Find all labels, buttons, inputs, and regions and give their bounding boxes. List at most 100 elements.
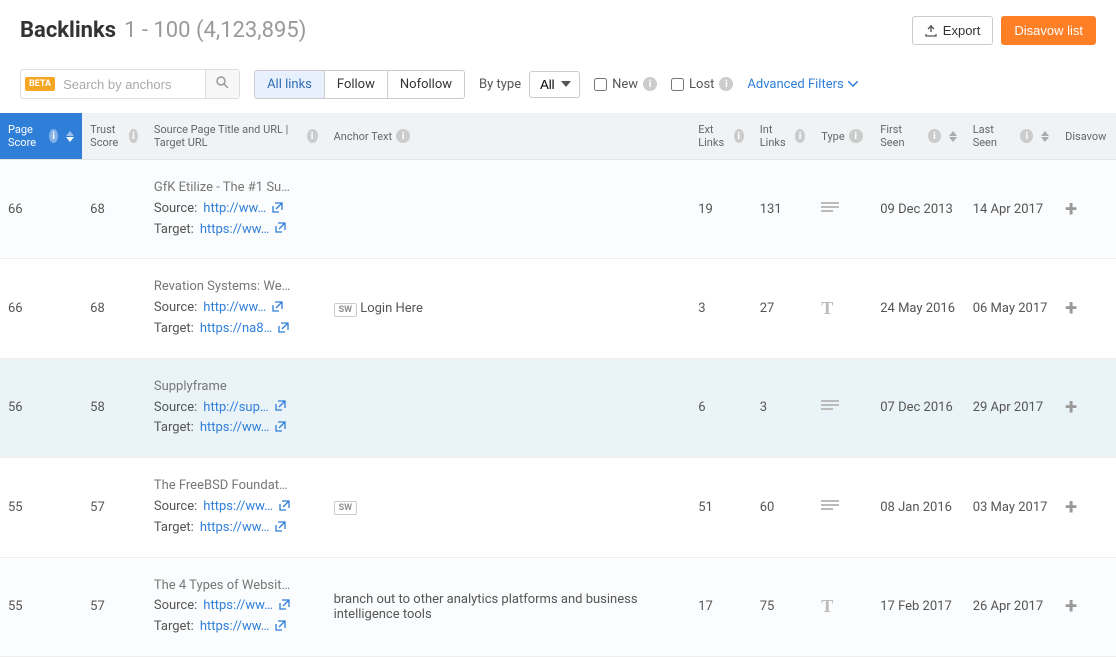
col-type[interactable]: Typei — [813, 113, 872, 160]
type-lines-icon — [821, 199, 839, 220]
new-checkbox-wrap[interactable]: New i — [594, 77, 657, 92]
target-prefix: Target: — [154, 518, 194, 539]
target-prefix: Target: — [154, 319, 194, 340]
target-prefix: Target: — [154, 617, 194, 638]
source-link[interactable]: https://ww… — [203, 497, 273, 518]
type-cell — [813, 160, 872, 259]
source-link[interactable]: https://ww… — [203, 596, 273, 617]
type-text-icon: T — [821, 596, 833, 616]
source-link[interactable]: http://ww… — [203, 199, 266, 220]
trust-score: 68 — [82, 259, 146, 358]
search-button[interactable] — [205, 70, 239, 98]
info-icon[interactable]: i — [129, 129, 138, 143]
external-link-icon[interactable] — [275, 220, 286, 239]
info-icon[interactable]: i — [719, 77, 733, 91]
info-icon[interactable]: i — [307, 129, 318, 143]
col-anchor[interactable]: Anchor Texti — [326, 113, 691, 160]
anchor-cell: SW Login Here — [326, 259, 691, 358]
first-seen: 09 Dec 2013 — [872, 160, 964, 259]
external-link-icon[interactable] — [272, 200, 283, 219]
source-prefix: Source: — [154, 497, 197, 518]
external-link-icon[interactable] — [272, 299, 283, 318]
chevron-down-icon — [848, 81, 858, 87]
backlinks-table: Page Scorei Trust Scorei Source Page Tit… — [0, 113, 1116, 657]
tab-follow[interactable]: Follow — [325, 71, 388, 98]
type-cell — [813, 358, 872, 457]
first-seen: 24 May 2016 — [872, 259, 964, 358]
tab-all-links[interactable]: All links — [255, 71, 325, 98]
external-link-icon[interactable] — [278, 320, 289, 339]
target-link[interactable]: https://ww… — [200, 418, 270, 439]
source-cell: The 4 Types of Websit…Source: https://ww… — [146, 557, 326, 656]
type-lines-icon — [821, 397, 839, 418]
new-label: New — [612, 77, 638, 92]
sw-badge: SW — [334, 501, 357, 515]
external-link-icon[interactable] — [275, 419, 286, 438]
source-cell: The FreeBSD Foundat…Source: https://ww… … — [146, 458, 326, 557]
external-link-icon[interactable] — [279, 597, 290, 616]
col-trust-score[interactable]: Trust Scorei — [82, 113, 146, 160]
col-page-score[interactable]: Page Scorei — [0, 113, 82, 160]
page-score: 66 — [0, 259, 82, 358]
disavow-add-button[interactable]: + — [1065, 594, 1077, 619]
info-icon[interactable]: i — [928, 129, 941, 143]
link-type-segment: All links Follow Nofollow — [254, 70, 465, 99]
page-score: 55 — [0, 458, 82, 557]
info-icon[interactable]: i — [795, 129, 806, 143]
last-seen: 26 Apr 2017 — [965, 557, 1057, 656]
info-icon[interactable]: i — [734, 129, 744, 143]
type-text-icon: T — [821, 298, 833, 318]
anchor-text: branch out to other analytics platforms … — [334, 592, 638, 622]
external-link-icon[interactable] — [279, 498, 290, 517]
sort-icon — [66, 131, 74, 142]
col-source[interactable]: Source Page Title and URL | Target URLi — [146, 113, 326, 160]
sort-icon — [1041, 131, 1049, 142]
target-link[interactable]: https://ww… — [200, 617, 270, 638]
disavow-add-button[interactable]: + — [1065, 296, 1077, 321]
target-prefix: Target: — [154, 220, 194, 241]
external-link-icon[interactable] — [275, 618, 286, 637]
external-link-icon[interactable] — [275, 519, 286, 538]
external-link-icon[interactable] — [275, 398, 286, 417]
anchor-cell — [326, 160, 691, 259]
source-prefix: Source: — [154, 298, 197, 319]
sw-badge: SW — [334, 303, 357, 317]
source-cell: Revation Systems: We…Source: http://ww… … — [146, 259, 326, 358]
target-link[interactable]: https://na8… — [200, 319, 272, 340]
search-wrapper: BETA — [20, 69, 240, 99]
info-icon[interactable]: i — [643, 77, 657, 91]
col-int-links[interactable]: Int Linksi — [752, 113, 814, 160]
target-link[interactable]: https://ww… — [200, 220, 270, 241]
export-button[interactable]: Export — [912, 16, 994, 45]
search-input[interactable] — [55, 71, 205, 98]
target-link[interactable]: https://ww… — [200, 518, 270, 539]
type-cell: T — [813, 259, 872, 358]
info-icon[interactable]: i — [1020, 129, 1033, 143]
col-ext-links[interactable]: Ext Linksi — [690, 113, 752, 160]
info-icon[interactable]: i — [49, 129, 58, 143]
ext-links: 51 — [690, 458, 752, 557]
col-last-seen[interactable]: Last Seeni — [965, 113, 1057, 160]
info-icon[interactable]: i — [849, 129, 863, 143]
source-title: GfK Etilize - The #1 Su… — [154, 178, 314, 199]
source-link[interactable]: http://ww… — [203, 298, 266, 319]
table-row: 6668Revation Systems: We…Source: http://… — [0, 259, 1116, 358]
source-cell: GfK Etilize - The #1 Su…Source: http://w… — [146, 160, 326, 259]
info-icon[interactable]: i — [396, 129, 410, 143]
advanced-filters-link[interactable]: Advanced Filters — [747, 77, 857, 92]
disavow-add-button[interactable]: + — [1065, 395, 1077, 420]
lost-checkbox[interactable] — [671, 78, 684, 91]
disavow-list-button[interactable]: Disavow list — [1001, 16, 1096, 45]
type-cell: T — [813, 557, 872, 656]
tab-nofollow[interactable]: Nofollow — [388, 71, 464, 98]
col-first-seen[interactable]: First Seeni — [872, 113, 964, 160]
int-links: 3 — [752, 358, 814, 457]
new-checkbox[interactable] — [594, 78, 607, 91]
source-link[interactable]: http://sup… — [203, 398, 268, 419]
disavow-add-button[interactable]: + — [1065, 495, 1077, 520]
table-row: 5658SupplyframeSource: http://sup… Targe… — [0, 358, 1116, 457]
disavow-add-button[interactable]: + — [1065, 197, 1077, 222]
int-links: 131 — [752, 160, 814, 259]
lost-checkbox-wrap[interactable]: Lost i — [671, 77, 733, 92]
bytype-select[interactable]: All — [529, 71, 580, 98]
